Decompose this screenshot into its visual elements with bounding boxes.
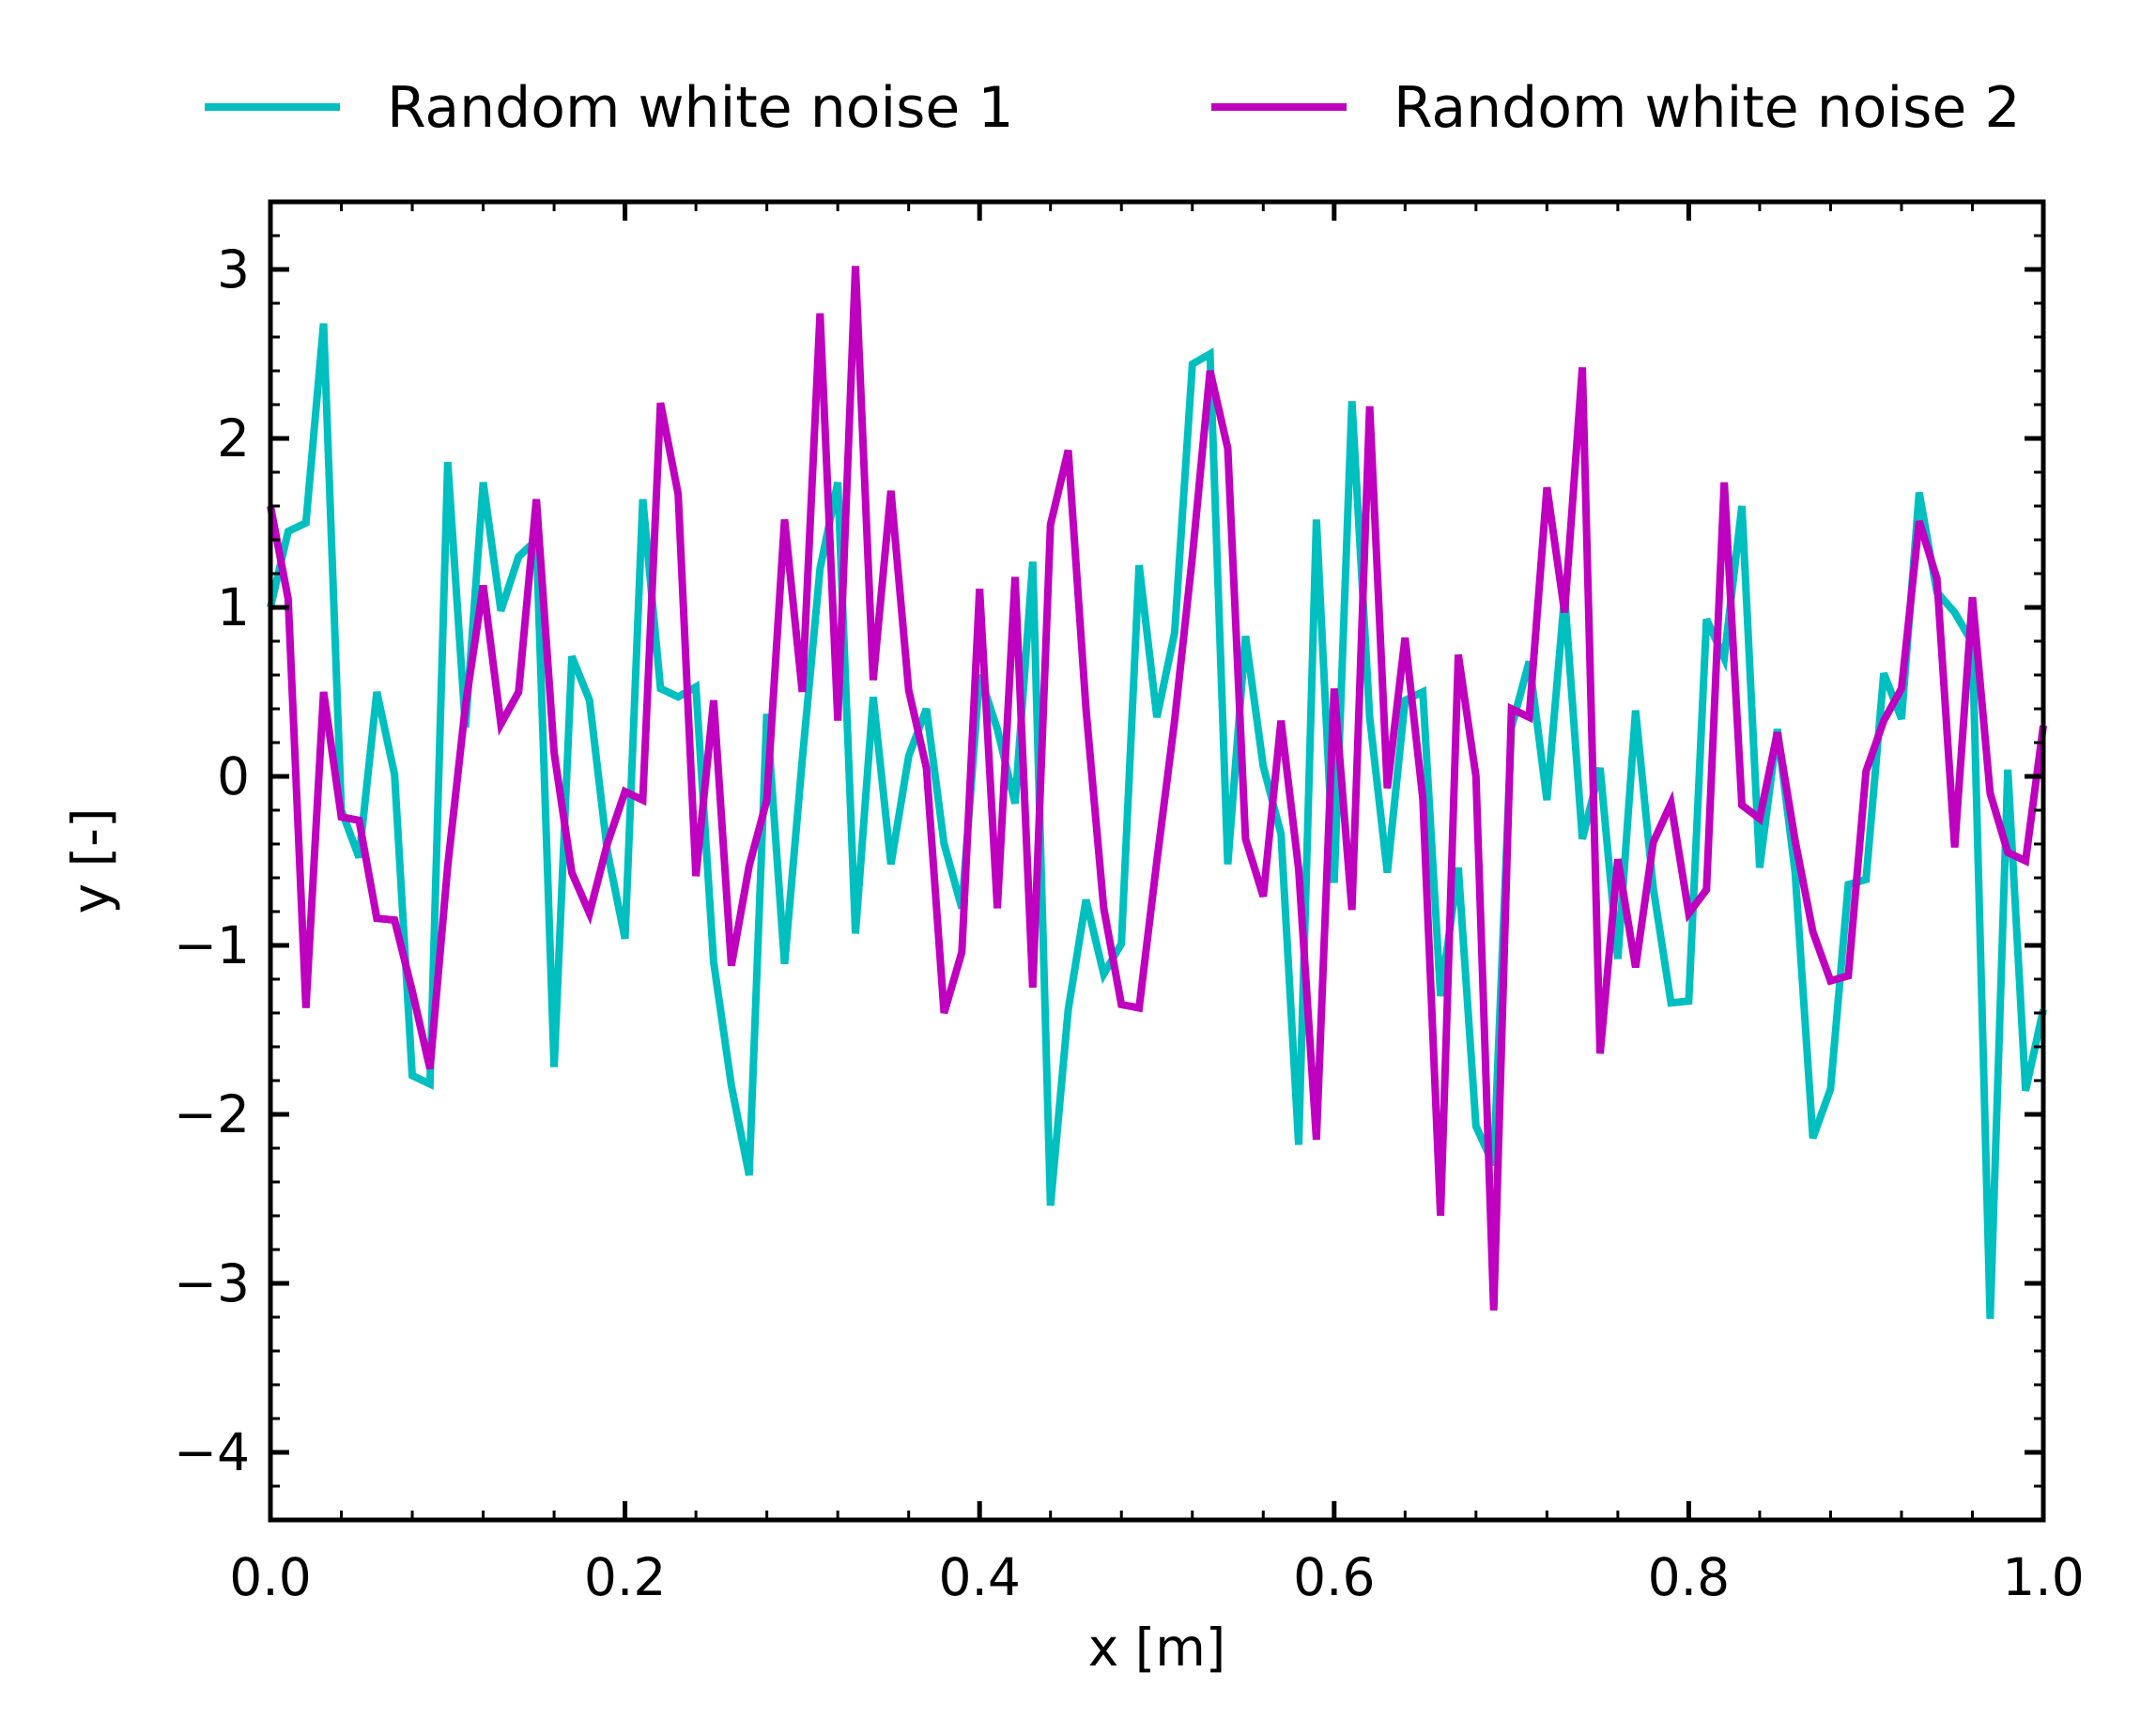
legend-label-1: Random white noise 1 [387,75,1014,141]
x-tick-label: 0.8 [1648,1547,1730,1607]
y-tick-label: 0 [217,746,250,806]
y-tick-label: 1 [217,577,250,637]
y-tick-label: −1 [174,915,250,975]
legend: Random white noise 1 Random white noise 2 [205,75,2021,141]
x-tick-label: 0.6 [1293,1547,1375,1607]
y-tick-label: −3 [174,1253,250,1313]
series-line-1 [267,323,2047,1319]
y-tick-label: 2 [217,408,250,468]
plot-frame [268,199,2046,1523]
series-line-2 [267,266,2047,1311]
y-tick-label: −2 [174,1084,250,1144]
series-lines [267,266,2047,1319]
x-tick-label: 0.2 [584,1547,666,1607]
x-tick-label: 0.4 [938,1547,1020,1607]
legend-label-2: Random white noise 2 [1394,75,2021,141]
x-tick-label: 1.0 [2002,1547,2084,1607]
x-tick-label: 0.0 [229,1547,311,1607]
y-axis-label: y [-] [61,808,121,914]
y-tick-label: −4 [174,1422,250,1482]
x-axis-label: x [m] [1088,1618,1226,1678]
tick-labels: 0.0 0.2 0.4 0.6 0.8 1.0 3 2 1 0 −1 −2 −3 −4 [174,239,2085,1607]
y-tick-label: 3 [217,239,250,299]
